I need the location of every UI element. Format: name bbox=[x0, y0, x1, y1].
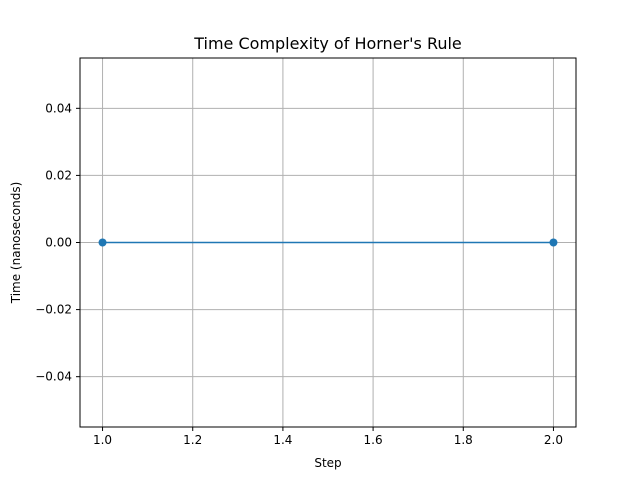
y-axis-label: Time (nanoseconds) bbox=[9, 182, 23, 305]
y-tick: −0.02 bbox=[35, 303, 80, 317]
y-tick-label: 0.02 bbox=[45, 168, 72, 182]
data-point-marker bbox=[549, 238, 558, 247]
x-tick: 1.2 bbox=[183, 427, 202, 447]
y-tick-label: −0.02 bbox=[35, 303, 72, 317]
x-tick: 1.0 bbox=[93, 427, 112, 447]
series-layer bbox=[98, 238, 558, 247]
y-tick: 0.00 bbox=[45, 236, 80, 250]
x-axis-ticks: 1.0 1.2 1.4 1.6 1.8 2.0 bbox=[93, 427, 563, 447]
x-tick: 1.4 bbox=[273, 427, 292, 447]
y-tick-label: 0.00 bbox=[45, 236, 72, 250]
x-tick: 2.0 bbox=[544, 427, 563, 447]
y-tick: 0.04 bbox=[45, 101, 80, 115]
x-tick-label: 1.8 bbox=[454, 433, 473, 447]
x-tick-label: 1.6 bbox=[364, 433, 383, 447]
x-axis-label: Step bbox=[314, 456, 341, 470]
x-tick-label: 1.2 bbox=[183, 433, 202, 447]
x-tick-label: 1.0 bbox=[93, 433, 112, 447]
x-tick: 1.8 bbox=[454, 427, 473, 447]
y-tick-label: 0.04 bbox=[45, 101, 72, 115]
chart-title: Time Complexity of Horner's Rule bbox=[193, 34, 462, 53]
x-tick-label: 1.4 bbox=[273, 433, 292, 447]
data-point-marker bbox=[98, 238, 107, 247]
y-axis-ticks: −0.04 −0.02 0.00 0.02 0.04 bbox=[35, 101, 80, 384]
y-tick: −0.04 bbox=[35, 370, 80, 384]
x-tick-label: 2.0 bbox=[544, 433, 563, 447]
y-tick-label: −0.04 bbox=[35, 370, 72, 384]
x-tick: 1.6 bbox=[364, 427, 383, 447]
y-tick: 0.02 bbox=[45, 168, 80, 182]
